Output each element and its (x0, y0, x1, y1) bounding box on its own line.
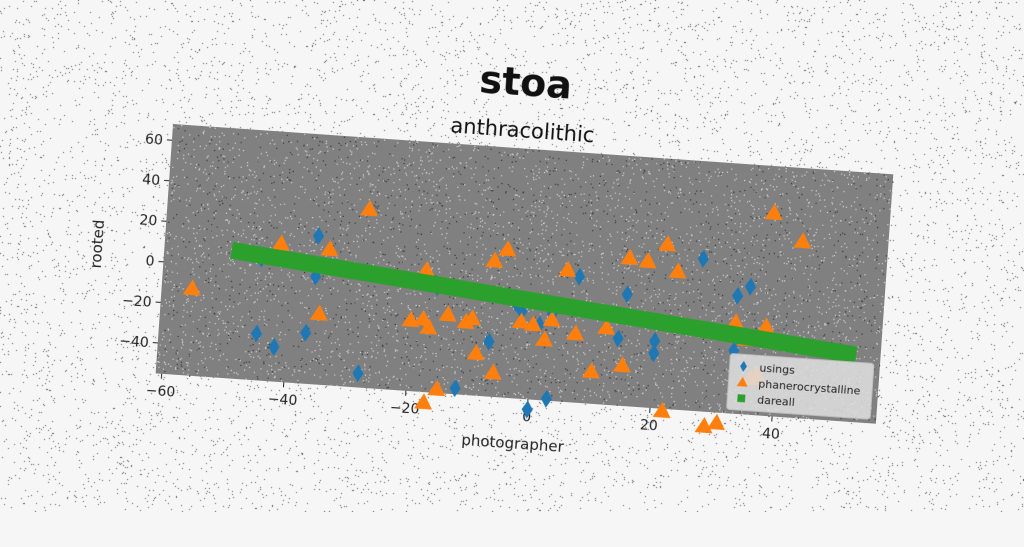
y-tick-label: −40 (119, 333, 150, 351)
y-tick-label: 60 (145, 131, 164, 148)
legend-label: usings (759, 361, 796, 376)
y-axis-label: rooted (87, 219, 108, 269)
x-tick-label: 20 (639, 417, 658, 434)
x-tick-label: −60 (145, 383, 176, 401)
data-point (707, 413, 726, 430)
x-tick-label: −20 (389, 400, 420, 418)
legend-marker (737, 394, 745, 402)
y-tick-label: 20 (139, 212, 158, 229)
x-tick-label: −40 (267, 391, 298, 409)
x-axis-label: photographer (461, 431, 565, 456)
legend-label: dareall (757, 393, 795, 409)
x-tick-label: 40 (761, 426, 780, 443)
y-tick-label: 40 (142, 172, 161, 189)
y-tick-label: −20 (122, 293, 153, 311)
y-tick-label: 0 (145, 254, 155, 271)
